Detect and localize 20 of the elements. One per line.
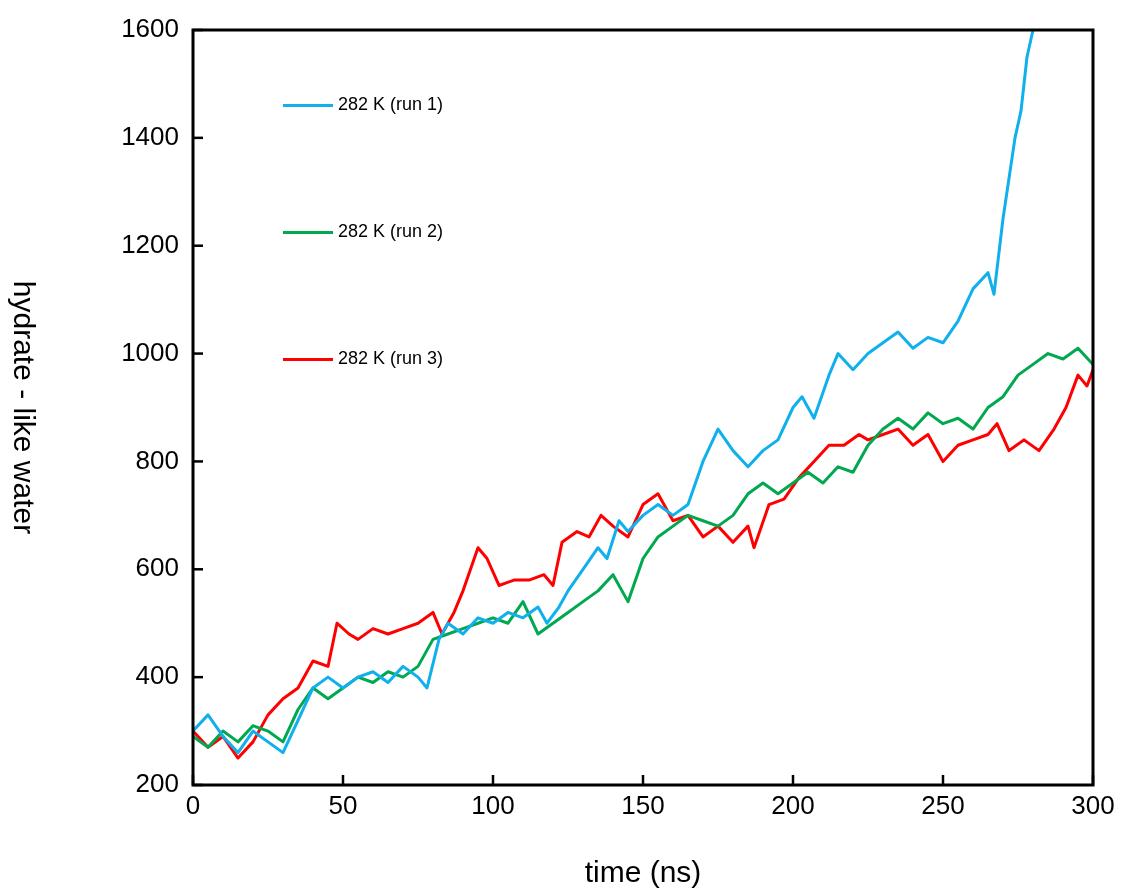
x-tick-label: 0 [185,789,201,820]
y-tick-label: 200 [135,768,179,799]
y-tick-label: 1600 [121,13,179,44]
y-axis-title: hydrate - like water [7,280,41,535]
x-tick-label: 250 [921,789,965,820]
legend-label: 282 K (run 2) [338,221,444,242]
legend-label: 282 K (run 3) [338,348,444,369]
y-tick-label: 800 [135,444,179,475]
x-tick-label: 50 [328,789,358,820]
y-tick-label: 1400 [121,121,179,152]
x-tick-label: 300 [1071,789,1115,820]
y-tick-label: 400 [135,660,179,691]
x-tick-label: 100 [471,789,515,820]
y-tick-label: 1000 [121,336,179,367]
legend-label: 282 K (run 1) [338,94,444,115]
x-tick-label: 200 [771,789,815,820]
y-tick-label: 1200 [121,228,179,259]
x-axis-title: time (ns) [584,855,702,889]
x-tick-label: 150 [621,789,665,820]
y-tick-label: 600 [135,552,179,583]
